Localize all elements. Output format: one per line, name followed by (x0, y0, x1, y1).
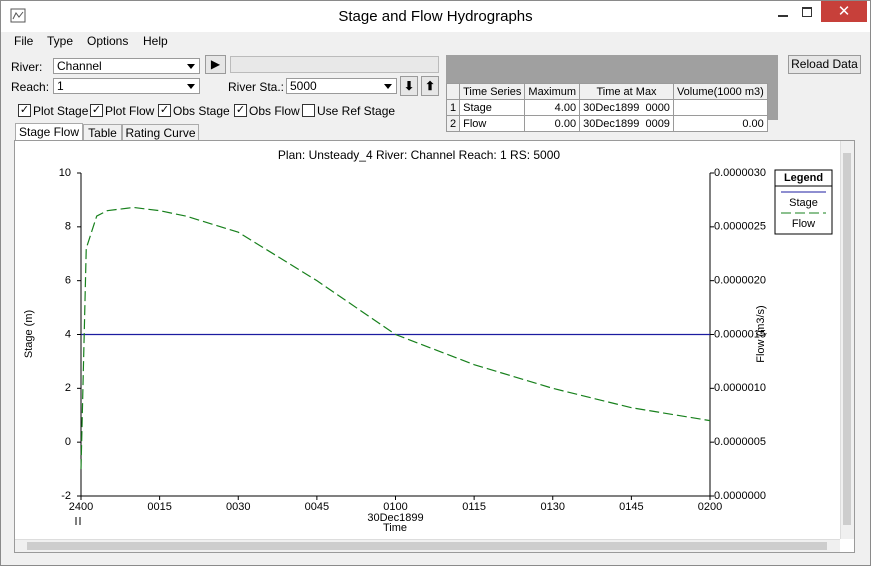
horizontal-scrollbar[interactable] (15, 539, 840, 552)
menu-item[interactable]: Help (143, 34, 168, 48)
y2-tick-label: 0.0000025 (714, 221, 766, 233)
legend-title: Legend (784, 172, 823, 184)
vertical-scrollbar[interactable] (840, 141, 854, 539)
x-tick-label: 0145 (619, 501, 643, 513)
y-tick-label: 2 (65, 382, 71, 394)
y-tick-label: 6 (65, 275, 71, 287)
y2-tick-label: 0.0000020 (714, 275, 766, 287)
play-button[interactable]: ▶ (205, 55, 226, 74)
checkbox-label: Plot Stage (33, 104, 89, 118)
table-header-cell: Time at Max (579, 83, 674, 100)
x-tick-label: 0115 (462, 501, 486, 513)
checkbox-label: Use Ref Stage (317, 104, 396, 118)
checkbox-label: Obs Flow (249, 104, 300, 118)
tab[interactable]: Rating Curve (122, 124, 199, 140)
table-cell: 4.00 (524, 99, 581, 116)
checkbox[interactable]: ✓ (90, 104, 103, 117)
chart-panel (14, 140, 855, 553)
y2-axis-label: Flow (m3/s) (755, 305, 767, 362)
y2-tick-label: 0.0000000 (714, 490, 766, 502)
checkbox-label: Plot Flow (105, 104, 155, 118)
close-button[interactable]: ✕ (821, 1, 867, 22)
table-cell: Flow (459, 115, 526, 132)
y-tick-label: -2 (61, 490, 71, 502)
x-tick-label: 0015 (147, 501, 171, 513)
table-cell: Stage (459, 99, 526, 116)
maximize-button[interactable] (797, 3, 817, 23)
station-label: River Sta.: (228, 80, 285, 94)
prev-station-button[interactable]: ⬆ (421, 76, 439, 96)
table-header-row: Time Series Maximum Time at Max Volume(1000… (445, 83, 768, 100)
y2-tick-label: 0.0000030 (714, 167, 766, 179)
y-axis-label: Stage (m) (23, 310, 35, 358)
y2-tick-label: 0.0000005 (714, 436, 766, 448)
reach-label: Reach: (11, 80, 50, 94)
table-cell: 1 (445, 99, 461, 116)
x-tick-label: 0130 (541, 501, 565, 513)
x-tick-label: 0100 (383, 501, 407, 513)
table-header-cell: Maximum (524, 83, 581, 100)
table-cell: 30Dec1899 0009 (579, 115, 674, 132)
tab[interactable]: Table (83, 124, 122, 140)
minimize-button[interactable] (773, 3, 793, 23)
checkbox-label: Obs Stage (173, 104, 230, 118)
menu-item[interactable]: File (14, 34, 34, 48)
x-tick-label: 0030 (226, 501, 250, 513)
table-cell (672, 99, 768, 116)
x-tick-label: 0200 (698, 501, 722, 513)
y-tick-label: 8 (65, 221, 71, 233)
legend-box (774, 169, 833, 235)
window-title: Stage and Flow Hydrographs (338, 8, 533, 25)
legend-label: Flow (792, 218, 815, 230)
progress-bar (230, 56, 439, 73)
river-select[interactable]: Channel (53, 58, 200, 74)
checkbox[interactable]: ✓ (158, 104, 171, 117)
x-tick-label: 0045 (305, 501, 329, 513)
tab[interactable]: Stage Flow (15, 123, 83, 141)
table-corner (445, 83, 461, 100)
y-tick-label: 0 (65, 436, 71, 448)
checkbox[interactable]: ✓ (18, 104, 31, 117)
station-select[interactable]: 5000 (286, 78, 397, 94)
legend-label: Stage (789, 197, 818, 209)
table-header-cell: Time Series (459, 83, 526, 100)
reach-select[interactable]: 1 (53, 78, 200, 94)
table-cell: 0.00 (672, 115, 768, 132)
x-tick-label: 2400 (69, 501, 93, 513)
y2-tick-label: 0.0000015 (714, 328, 766, 340)
table-row: 2 Flow 0.00 30Dec1899 0009 0.00 (445, 115, 768, 132)
menu-item[interactable]: Options (87, 34, 129, 48)
table-panel: Time Series Maximum Time at Max Volume(1000… (445, 55, 778, 132)
checkbox[interactable]: ✓ (234, 104, 247, 117)
reload-button[interactable]: Reload Data (788, 55, 861, 74)
y-tick-label: 10 (59, 167, 71, 179)
table-row: 1 Stage 4.00 30Dec1899 0000 (445, 99, 768, 116)
table-cell: 2 (445, 115, 461, 132)
y-tick-label: 4 (65, 328, 71, 340)
date-label: 30Dec1899 (367, 512, 423, 524)
river-label: River: (11, 60, 43, 74)
y2-tick-label: 0.0000010 (714, 382, 766, 394)
summary-table: Time Series Maximum Time at Max Volume(1000… (445, 83, 768, 132)
x-axis-label: Time (383, 522, 407, 534)
table-header-cell: Volume(1000 m3) (672, 83, 768, 100)
chart: Plan: Unsteady_4 River: Channel Reach: 1… (23, 148, 833, 534)
next-station-button[interactable]: ⬇ (400, 76, 418, 96)
checkbox[interactable] (302, 104, 315, 117)
series-line (80, 206, 711, 470)
chart-title: Plan: Unsteady_4 River: Channel Reach: 1… (278, 148, 560, 162)
table-cell: 30Dec1899 0000 (579, 99, 674, 116)
title-bar (1, 1, 870, 32)
table-cell: 0.00 (524, 115, 581, 132)
menu-item[interactable]: Type (47, 34, 74, 48)
app-icon (10, 8, 26, 23)
